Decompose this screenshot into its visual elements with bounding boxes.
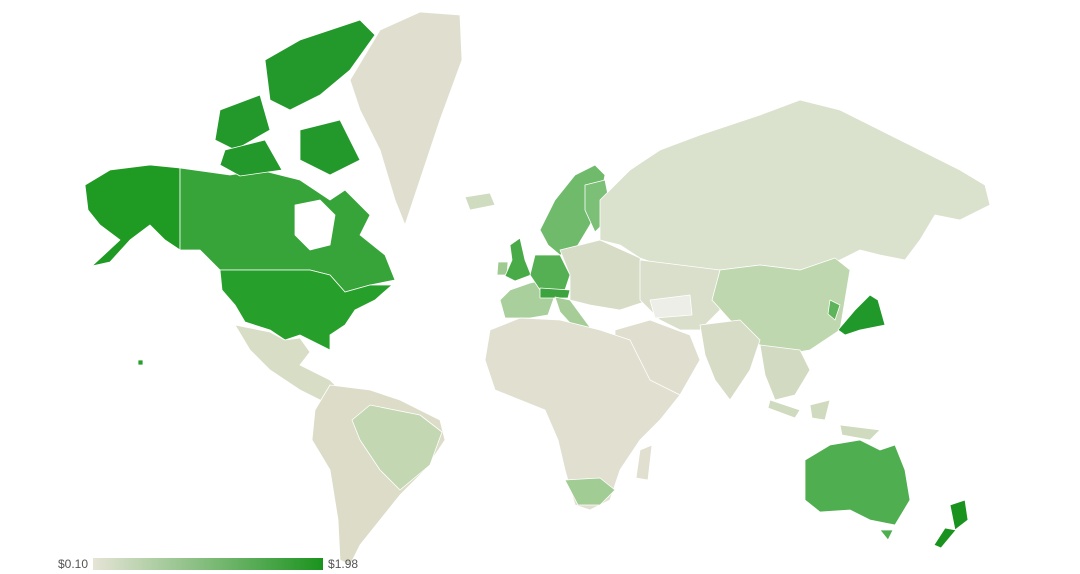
- region-indonesia-3[interactable]: [839, 424, 881, 441]
- region-canada-arctic-1[interactable]: [214, 94, 271, 151]
- region-greenland[interactable]: [349, 11, 463, 226]
- region-indonesia-2[interactable]: [809, 399, 831, 421]
- region-usa[interactable]: [219, 269, 393, 351]
- region-hudson-bay: [294, 199, 336, 251]
- region-australia[interactable]: [804, 439, 911, 526]
- region-south-africa[interactable]: [564, 477, 616, 506]
- region-central-asia[interactable]: [639, 259, 721, 331]
- region-madagascar[interactable]: [635, 444, 653, 481]
- region-iceland[interactable]: [464, 192, 496, 211]
- region-new-zealand-north[interactable]: [949, 499, 969, 531]
- region-japan[interactable]: [837, 294, 886, 336]
- region-canada-arctic-3[interactable]: [299, 119, 361, 176]
- region-canada-arctic-2[interactable]: [264, 19, 376, 111]
- legend-min-label: $0.10: [58, 557, 89, 571]
- region-eastern-europe[interactable]: [559, 239, 651, 311]
- region-new-zealand-south[interactable]: [933, 527, 957, 549]
- legend-max-label: $1.98: [328, 557, 359, 571]
- region-canada[interactable]: [179, 167, 396, 293]
- region-hawaii[interactable]: [137, 359, 144, 366]
- region-turkey[interactable]: [649, 294, 693, 319]
- region-southeast-asia[interactable]: [759, 344, 811, 401]
- region-canada-arctic-4[interactable]: [219, 139, 283, 177]
- color-legend: $0.10 $1.98: [58, 556, 358, 572]
- region-africa[interactable]: [484, 317, 681, 511]
- region-alaska[interactable]: [84, 164, 181, 267]
- region-alps[interactable]: [539, 287, 571, 299]
- region-brazil[interactable]: [351, 404, 443, 491]
- region-uk[interactable]: [504, 237, 532, 282]
- region-india[interactable]: [699, 319, 761, 401]
- region-russia[interactable]: [599, 99, 991, 271]
- legend-gradient-bar: [93, 558, 324, 570]
- region-korea[interactable]: [827, 299, 841, 321]
- region-tasmania[interactable]: [879, 529, 894, 541]
- region-indonesia-1[interactable]: [767, 399, 801, 419]
